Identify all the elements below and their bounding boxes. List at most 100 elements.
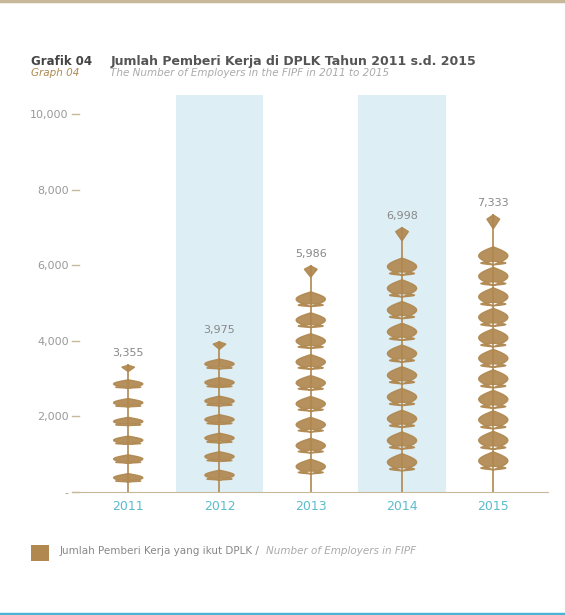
Polygon shape: [402, 280, 416, 297]
Text: 5,986: 5,986: [295, 249, 327, 259]
Polygon shape: [205, 378, 219, 387]
Polygon shape: [479, 308, 493, 327]
Polygon shape: [114, 474, 128, 482]
Polygon shape: [205, 451, 219, 461]
Polygon shape: [479, 329, 493, 347]
Polygon shape: [296, 376, 311, 391]
Text: Jumlah Pemberi Kerja yang ikut DPLK /: Jumlah Pemberi Kerja yang ikut DPLK /: [59, 546, 263, 555]
Polygon shape: [219, 378, 234, 387]
Text: The Number of Employers in the FIPF in 2011 to 2015: The Number of Employers in the FIPF in 2…: [110, 68, 389, 78]
Polygon shape: [388, 389, 402, 406]
Polygon shape: [402, 454, 416, 471]
Polygon shape: [128, 380, 143, 388]
Polygon shape: [205, 415, 219, 424]
Polygon shape: [493, 411, 508, 429]
Polygon shape: [493, 215, 499, 229]
Polygon shape: [493, 452, 508, 470]
Polygon shape: [388, 280, 402, 297]
Polygon shape: [479, 247, 493, 265]
Polygon shape: [493, 391, 508, 408]
Text: 3,975: 3,975: [203, 325, 236, 335]
Polygon shape: [305, 266, 311, 277]
Polygon shape: [205, 433, 219, 443]
Polygon shape: [479, 452, 493, 470]
Polygon shape: [128, 455, 143, 463]
Bar: [358, 95, 446, 492]
Text: 3,355: 3,355: [112, 349, 144, 359]
Polygon shape: [114, 418, 128, 426]
Polygon shape: [493, 288, 508, 306]
Polygon shape: [296, 292, 311, 306]
Polygon shape: [219, 359, 234, 369]
Polygon shape: [402, 345, 416, 362]
Polygon shape: [493, 370, 508, 388]
Polygon shape: [296, 459, 311, 474]
Text: 6,998: 6,998: [386, 211, 418, 221]
Polygon shape: [388, 454, 402, 471]
Polygon shape: [311, 397, 325, 411]
Bar: [176, 95, 263, 492]
Polygon shape: [402, 410, 416, 427]
Polygon shape: [205, 359, 219, 369]
Text: Jumlah Pemberi Kerja di DPLK Tahun 2011 s.d. 2015: Jumlah Pemberi Kerja di DPLK Tahun 2011 …: [110, 55, 476, 68]
Polygon shape: [388, 258, 402, 276]
Polygon shape: [311, 376, 325, 391]
Polygon shape: [493, 247, 508, 265]
Polygon shape: [402, 323, 416, 341]
Polygon shape: [402, 258, 416, 276]
Polygon shape: [388, 367, 402, 384]
Polygon shape: [219, 451, 234, 461]
Polygon shape: [128, 399, 143, 407]
Polygon shape: [479, 288, 493, 306]
Polygon shape: [219, 342, 226, 349]
Polygon shape: [219, 470, 234, 480]
Polygon shape: [487, 215, 493, 229]
Polygon shape: [388, 345, 402, 362]
Polygon shape: [493, 308, 508, 327]
Polygon shape: [493, 349, 508, 367]
Polygon shape: [311, 334, 325, 349]
Polygon shape: [114, 455, 128, 463]
Polygon shape: [402, 389, 416, 406]
Polygon shape: [128, 418, 143, 426]
Polygon shape: [493, 329, 508, 347]
Polygon shape: [128, 474, 143, 482]
Polygon shape: [402, 367, 416, 384]
Polygon shape: [296, 418, 311, 432]
Polygon shape: [311, 438, 325, 453]
Polygon shape: [493, 431, 508, 450]
Polygon shape: [388, 432, 402, 449]
Polygon shape: [311, 266, 317, 277]
Polygon shape: [311, 313, 325, 327]
Polygon shape: [311, 459, 325, 474]
Polygon shape: [388, 301, 402, 319]
Polygon shape: [479, 370, 493, 388]
Polygon shape: [128, 365, 134, 371]
Polygon shape: [296, 313, 311, 327]
Text: Graph 04: Graph 04: [31, 68, 80, 78]
Polygon shape: [296, 397, 311, 411]
Polygon shape: [311, 355, 325, 370]
Polygon shape: [311, 418, 325, 432]
Polygon shape: [402, 432, 416, 449]
Polygon shape: [396, 228, 402, 241]
Polygon shape: [479, 411, 493, 429]
Polygon shape: [479, 268, 493, 285]
Polygon shape: [479, 349, 493, 367]
Polygon shape: [479, 391, 493, 408]
Polygon shape: [311, 292, 325, 306]
Polygon shape: [128, 436, 143, 445]
Polygon shape: [296, 355, 311, 370]
Text: 7,333: 7,333: [477, 198, 509, 208]
Polygon shape: [388, 410, 402, 427]
Polygon shape: [122, 365, 128, 371]
Polygon shape: [219, 415, 234, 424]
Polygon shape: [402, 301, 416, 319]
Text: Grafik 04: Grafik 04: [31, 55, 92, 68]
Polygon shape: [213, 342, 219, 349]
Polygon shape: [114, 399, 128, 407]
Polygon shape: [219, 396, 234, 406]
Polygon shape: [296, 438, 311, 453]
Polygon shape: [296, 334, 311, 349]
Polygon shape: [205, 470, 219, 480]
